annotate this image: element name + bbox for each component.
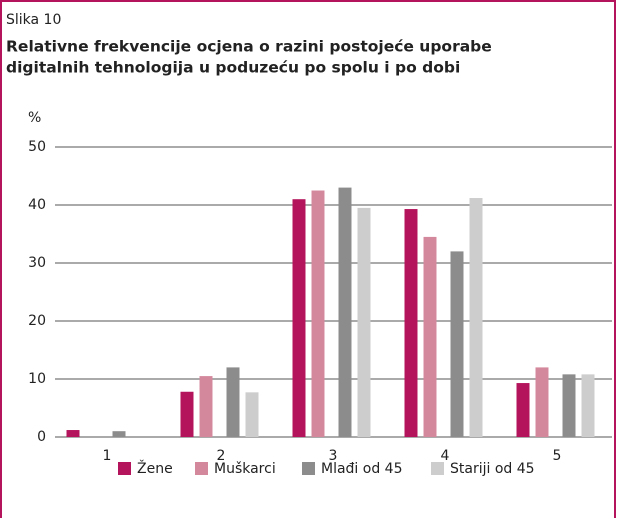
legend-swatch [302, 462, 315, 475]
bar [180, 391, 194, 437]
bar [226, 367, 240, 437]
y-tick-label: 40 [28, 197, 46, 213]
legend-label: Stariji od 45 [450, 461, 535, 477]
bar [423, 236, 437, 437]
legend-swatch [431, 462, 444, 475]
y-tick-label: 10 [28, 371, 46, 387]
x-tick-label: 4 [441, 448, 450, 464]
legend-label: Mlađi od 45 [321, 461, 403, 477]
bar [581, 374, 595, 437]
x-tick-label: 1 [103, 448, 112, 464]
y-tick-label: 30 [28, 255, 46, 271]
x-tick-label: 2 [217, 448, 226, 464]
bar [469, 198, 483, 437]
chart-title: Relativne frekvencije ocjena o razini po… [6, 38, 492, 56]
bar [450, 251, 464, 437]
bar [535, 367, 549, 437]
y-tick-label: 20 [28, 313, 46, 329]
legend-swatch [195, 462, 208, 475]
legend-swatch [118, 462, 131, 475]
legend-label: Muškarci [214, 461, 276, 477]
bar [292, 199, 306, 437]
x-tick-label: 5 [553, 448, 562, 464]
bar [112, 431, 126, 437]
bar [311, 190, 325, 437]
x-tick-label: 3 [329, 448, 338, 464]
bar [562, 374, 576, 437]
bar [66, 430, 80, 437]
bar [357, 207, 371, 437]
legend-label: Žene [137, 459, 173, 477]
bar [516, 383, 530, 437]
y-axis-label: % [28, 110, 41, 126]
y-tick-label: 50 [28, 139, 46, 155]
y-tick-label: 0 [37, 429, 46, 445]
chart-title: digitalnih tehnologija u poduzeću po spo… [6, 59, 460, 77]
bar [338, 187, 352, 437]
bar [404, 209, 418, 437]
bar [199, 376, 213, 437]
chart-label: Slika 10 [6, 12, 61, 28]
bar [245, 392, 259, 437]
